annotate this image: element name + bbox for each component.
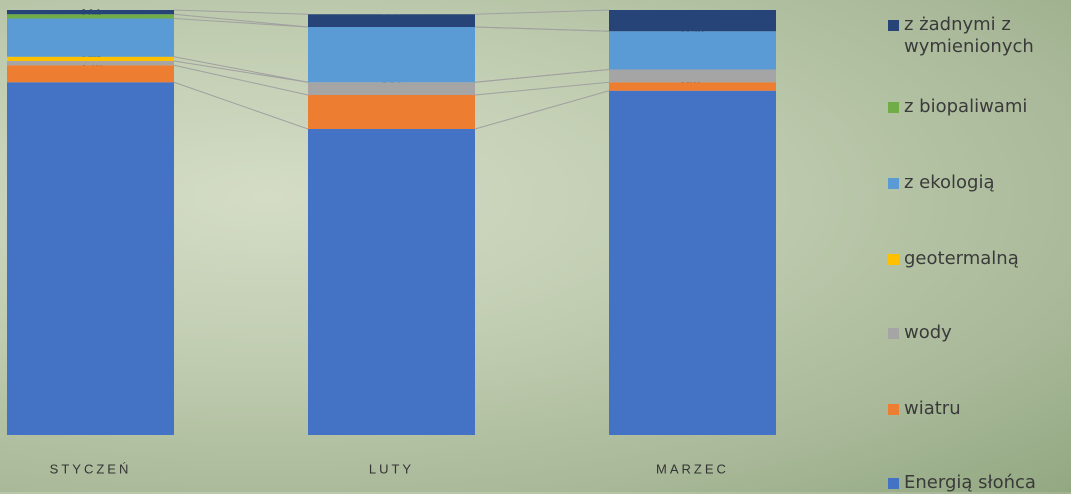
- series-line: [474, 26, 610, 32]
- legend-item: z ekologią: [888, 172, 1068, 194]
- bar-segment: [7, 14, 174, 19]
- legend-swatch: [888, 102, 899, 113]
- legend-swatch: [888, 328, 899, 339]
- bar-segment: [7, 10, 174, 15]
- series-line: [474, 81, 610, 96]
- bar-segment: [609, 82, 776, 91]
- series-line: [173, 18, 309, 28]
- series-line: [474, 9, 610, 15]
- bar-segment: [7, 65, 174, 83]
- bar-segment: [609, 10, 776, 32]
- series-line: [173, 81, 309, 130]
- legend-item: wiatru: [888, 398, 1068, 420]
- legend-label: wody: [904, 322, 952, 343]
- bar-segment: [609, 69, 776, 83]
- bar-segment: [7, 56, 174, 61]
- bar-segment: [7, 61, 174, 66]
- x-tick-label: LUTY: [369, 461, 414, 476]
- bar-segment: [7, 82, 174, 435]
- series-line: [173, 56, 309, 83]
- bar-segment: [609, 90, 776, 435]
- bar-segment: [308, 129, 475, 435]
- legend-label: z ekologią: [904, 172, 995, 193]
- legend-item: z biopaliwami: [888, 96, 1068, 118]
- legend-item: z żadnymi z wymienionych: [888, 14, 1068, 58]
- series-line: [173, 13, 309, 28]
- series-line: [173, 60, 309, 83]
- x-tick-label: STYCZEŃ: [50, 461, 132, 476]
- legend-label: Energią słońca: [904, 472, 1036, 493]
- bar-segment: [7, 18, 174, 57]
- legend-swatch: [888, 20, 899, 31]
- bar-segment: [308, 27, 475, 83]
- legend-swatch: [888, 254, 899, 265]
- series-line: [474, 90, 610, 130]
- legend-swatch: [888, 478, 899, 489]
- leader-lines: [173, 9, 610, 130]
- x-tick-label: MARZEC: [656, 461, 729, 476]
- legend-swatch: [888, 404, 899, 415]
- series-line: [173, 9, 309, 15]
- bar-segment: [308, 82, 475, 95]
- legend-item: Energią słońca: [888, 472, 1068, 494]
- legend-label: geotermalną: [904, 248, 1019, 269]
- legend-swatch: [888, 178, 899, 189]
- legend-item: geotermalną: [888, 248, 1068, 270]
- series-line: [474, 69, 610, 83]
- bar-segment: [308, 95, 475, 129]
- legend-item: wody: [888, 322, 1068, 344]
- bar-segment: [609, 31, 776, 70]
- series-line: [173, 64, 309, 96]
- legend-label: wiatru: [904, 398, 961, 419]
- legend-label: z żadnymi z wymienionych: [904, 14, 1034, 57]
- bar-segment: [308, 14, 475, 27]
- legend-label: z biopaliwami: [904, 96, 1028, 117]
